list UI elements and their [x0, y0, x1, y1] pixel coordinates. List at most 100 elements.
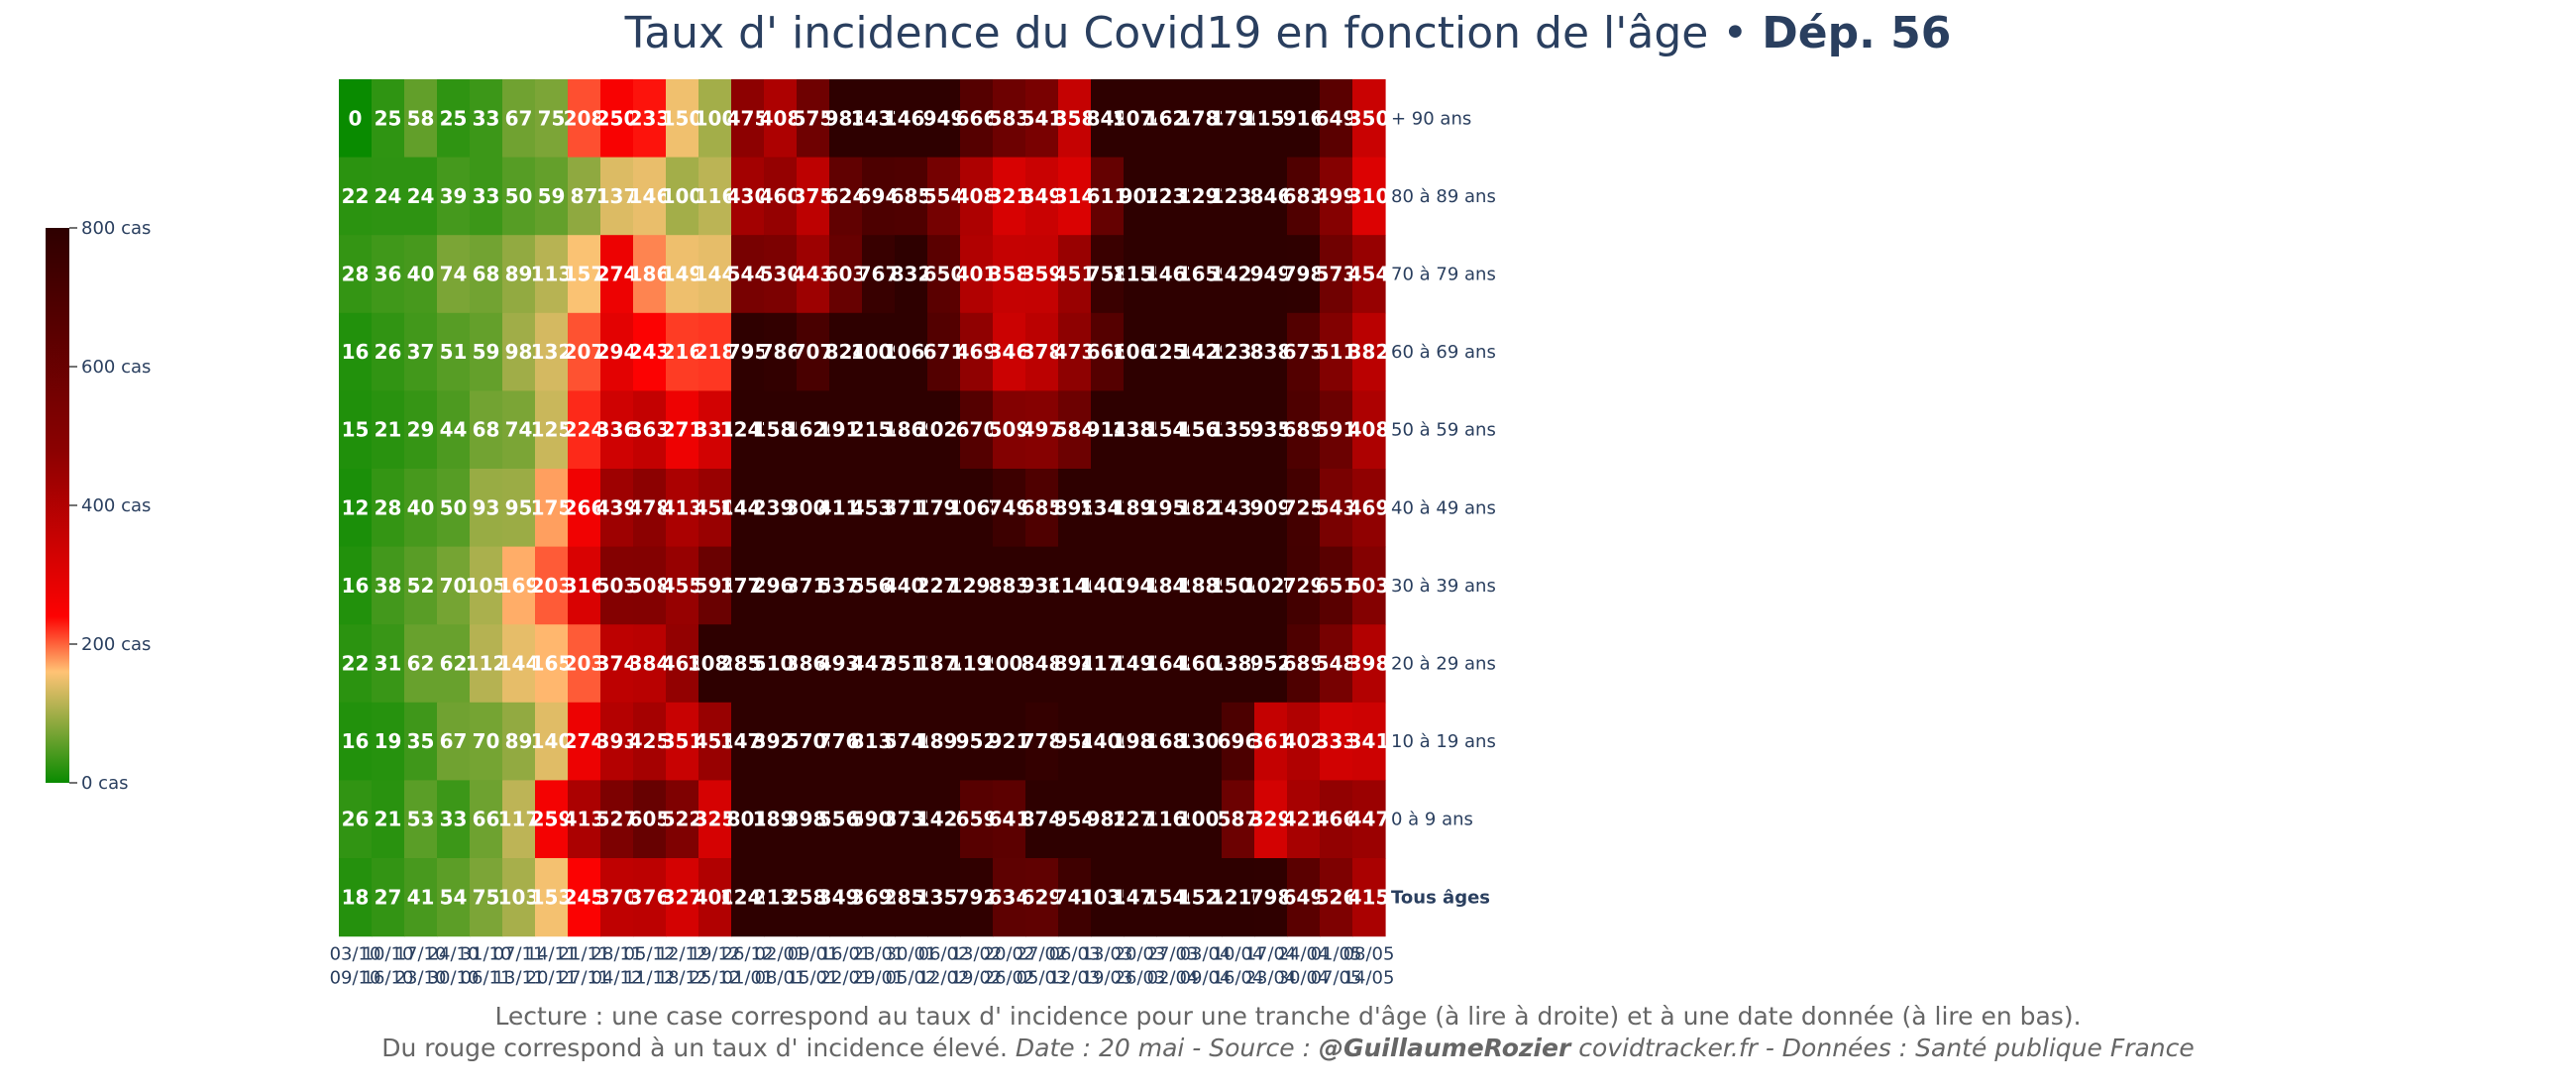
heatmap-cell — [666, 312, 699, 391]
cell-value-label: 584 — [1054, 418, 1096, 442]
heatmap-cell — [764, 79, 798, 159]
cell-value-label: 666 — [1087, 340, 1128, 364]
cell-value-label: 509 — [989, 418, 1030, 442]
heatmap-cell — [764, 702, 798, 781]
cell-value-label: 641 — [989, 808, 1030, 831]
heatmap-cell — [666, 390, 699, 470]
heatmap-cell — [698, 235, 732, 314]
column-tick-label: 13/03 19/03 — [1082, 944, 1133, 989]
heatmap-cell — [372, 624, 405, 704]
heatmap-cell — [1124, 469, 1157, 548]
heatmap-cell — [1189, 624, 1223, 704]
heatmap-cell — [1352, 312, 1386, 391]
heatmap-cell — [764, 780, 798, 859]
heatmap-cell — [797, 546, 830, 625]
heatmap-cell — [1156, 235, 1190, 314]
cell-value-label: 40 — [407, 263, 435, 286]
cell-value-label: 336 — [596, 418, 638, 442]
heatmap-cell — [633, 702, 667, 781]
heatmap-cell — [960, 702, 994, 781]
cell-value-label: 50 — [505, 184, 533, 208]
cell-value-label: 378 — [1021, 340, 1063, 364]
cell-value-label: 587 — [1218, 808, 1259, 831]
cell-value-label: 216 — [662, 340, 703, 364]
cell-value-label: 683 — [1283, 184, 1325, 208]
heatmap-cell — [797, 390, 830, 470]
cell-value-label: 634 — [989, 885, 1030, 909]
heatmap-cell — [1254, 624, 1288, 704]
cell-value-label: 575 — [793, 106, 834, 130]
heatmap-cell — [372, 546, 405, 625]
column-tick-label: 14/11 20/11 — [526, 944, 578, 989]
cell-value-label: 554 — [923, 184, 965, 208]
heatmap-cell — [764, 235, 798, 314]
heatmap-cell — [1320, 624, 1353, 704]
cell-value-label: 451 — [1054, 263, 1096, 286]
heatmap-cell — [895, 235, 928, 314]
heatmap-cell — [600, 546, 634, 625]
heatmap-cell — [829, 624, 863, 704]
row-label: 40 à 49 ans — [1391, 497, 1496, 518]
heatmap-cell — [404, 79, 438, 159]
cell-value-label: 673 — [1283, 340, 1325, 364]
heatmap-cell — [1287, 858, 1321, 937]
cell-value-label: 384 — [629, 652, 671, 676]
footer-line-2: Du rouge correspond à un taux d' inciden… — [0, 1033, 2576, 1064]
cell-value-label: 696 — [1218, 729, 1259, 753]
heatmap-cell — [339, 390, 373, 470]
heatmap-cell — [1189, 469, 1223, 548]
heatmap-cell — [993, 858, 1026, 937]
heatmap-cell — [1320, 546, 1353, 625]
cell-value-label: 44 — [440, 418, 468, 442]
cell-value-label: 376 — [629, 885, 671, 909]
heatmap-cell — [1091, 702, 1125, 781]
heatmap-cell — [339, 469, 373, 548]
cell-value-label: 795 — [727, 340, 769, 364]
cell-value-label: 26 — [342, 808, 370, 831]
heatmap-cell — [764, 157, 798, 236]
title-prefix: Taux d' incidence du Covid19 en fonction… — [624, 8, 1709, 58]
cell-value-label: 894 — [1054, 652, 1096, 676]
heatmap-cell — [600, 702, 634, 781]
heatmap-cell — [731, 157, 765, 236]
cell-value-label: 266 — [564, 495, 605, 519]
heatmap-cell — [633, 157, 667, 236]
heatmap-cell — [895, 702, 928, 781]
heatmap-cell — [404, 157, 438, 236]
heatmap-cell — [535, 546, 569, 625]
heatmap-cell — [437, 624, 471, 704]
cell-value-label: 51 — [440, 340, 468, 364]
column-tick-label: 02/01 08/01 — [755, 944, 806, 989]
heatmap-cell — [960, 780, 994, 859]
cell-value-label: 725 — [1283, 495, 1325, 519]
column-tick-label: 10/10 16/10 — [363, 944, 414, 989]
chart-title: Taux d' incidence du Covid19 en fonction… — [0, 8, 2576, 58]
heatmap-cell — [862, 79, 896, 159]
heatmap-cell — [1025, 79, 1059, 159]
heatmap-cell — [895, 546, 928, 625]
heatmap-cell — [797, 157, 830, 236]
cell-value-label: 329 — [1250, 808, 1292, 831]
heatmap-cell — [797, 469, 830, 548]
cell-value-label: 207 — [564, 340, 605, 364]
heatmap-cell — [698, 157, 732, 236]
heatmap-cell — [1058, 390, 1092, 470]
cell-value-label: 358 — [989, 263, 1030, 286]
heatmap-cell — [666, 624, 699, 704]
column-tick-label: 24/04 30/04 — [1278, 944, 1330, 989]
column-tick-label: 05/12 11/12 — [624, 944, 676, 989]
cell-value-label: 169 — [498, 574, 540, 598]
cell-value-label: 37 — [407, 340, 435, 364]
heatmap-cell — [1058, 624, 1092, 704]
heatmap-cell — [1091, 157, 1125, 236]
cell-value-label: 801 — [727, 808, 769, 831]
heatmap-cell — [437, 858, 471, 937]
cell-value-label: 321 — [989, 184, 1030, 208]
column-tick-label: 06/02 12/02 — [918, 944, 970, 989]
heatmap-cell — [568, 546, 601, 625]
heatmap-cell — [1091, 858, 1125, 937]
heatmap-cell — [1189, 390, 1223, 470]
heatmap-cell — [470, 79, 503, 159]
heatmap-cell — [1025, 624, 1059, 704]
cell-value-label: 341 — [1348, 729, 1390, 753]
